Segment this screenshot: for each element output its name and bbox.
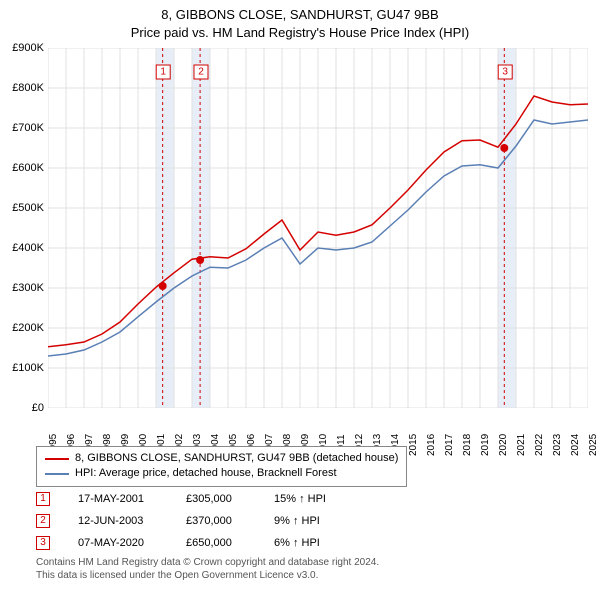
- y-tick-label: £200K: [12, 322, 44, 334]
- sale-price: £305,000: [186, 488, 246, 510]
- y-tick-label: £600K: [12, 162, 44, 174]
- chart-svg: 1 2 3: [48, 48, 588, 408]
- y-tick-label: £800K: [12, 82, 44, 94]
- chart-title: 8, GIBBONS CLOSE, SANDHURST, GU47 9BB Pr…: [0, 0, 600, 42]
- x-tick-label: 2019: [480, 434, 491, 456]
- x-tick-label: 2018: [462, 434, 473, 456]
- sales-row: 3 07-MAY-2020 £650,000 6% ↑ HPI: [36, 532, 344, 554]
- sales-marker-box: 2: [36, 514, 50, 528]
- x-axis-labels: 1995199619971998199920002001200220032004…: [48, 410, 588, 446]
- y-tick-label: £400K: [12, 242, 44, 254]
- sale-dot: [500, 144, 508, 152]
- y-tick-label: £900K: [12, 42, 44, 54]
- x-tick-label: 2024: [570, 434, 581, 456]
- legend-row-property: 8, GIBBONS CLOSE, SANDHURST, GU47 9BB (d…: [45, 451, 398, 466]
- sale-date: 07-MAY-2020: [78, 532, 158, 554]
- sale-band: [156, 48, 174, 408]
- legend-swatch-property: [45, 458, 69, 460]
- x-tick-label: 2016: [426, 434, 437, 456]
- x-tick-label: 2020: [498, 434, 509, 456]
- sale-band: [192, 48, 210, 408]
- chart-container: 8, GIBBONS CLOSE, SANDHURST, GU47 9BB Pr…: [0, 0, 600, 590]
- sales-row: 2 12-JUN-2003 £370,000 9% ↑ HPI: [36, 510, 344, 532]
- footnote-line1: Contains HM Land Registry data © Crown c…: [36, 557, 379, 568]
- legend-row-hpi: HPI: Average price, detached house, Brac…: [45, 466, 398, 481]
- sale-price: £370,000: [186, 510, 246, 532]
- x-tick-label: 2017: [444, 434, 455, 456]
- sales-marker-box: 3: [36, 536, 50, 550]
- sale-band: [498, 48, 516, 408]
- x-tick-label: 2021: [516, 434, 527, 456]
- y-tick-label: £0: [32, 402, 44, 414]
- sale-delta: 6% ↑ HPI: [274, 532, 344, 554]
- x-tick-label: 2023: [552, 434, 563, 456]
- legend-swatch-hpi: [45, 473, 69, 475]
- title-line1: 8, GIBBONS CLOSE, SANDHURST, GU47 9BB: [161, 7, 438, 22]
- legend-label-property: 8, GIBBONS CLOSE, SANDHURST, GU47 9BB (d…: [75, 451, 398, 466]
- x-tick-label: 2015: [408, 434, 419, 456]
- y-tick-label: £500K: [12, 202, 44, 214]
- sale-delta: 15% ↑ HPI: [274, 488, 344, 510]
- y-tick-label: £100K: [12, 362, 44, 374]
- sale-date: 17-MAY-2001: [78, 488, 158, 510]
- x-tick-label: 2025: [588, 434, 599, 456]
- footnote: Contains HM Land Registry data © Crown c…: [36, 556, 379, 582]
- chart-plot-area: 1 2 3: [48, 48, 588, 408]
- footnote-line2: This data is licensed under the Open Gov…: [36, 570, 318, 581]
- sales-table: 1 17-MAY-2001 £305,000 15% ↑ HPI 2 12-JUN-200…: [36, 488, 344, 554]
- sales-row: 1 17-MAY-2001 £305,000 15% ↑ HPI: [36, 488, 344, 510]
- x-tick-label: 2022: [534, 434, 545, 456]
- marker-num: 3: [502, 67, 508, 78]
- sale-dot: [159, 282, 167, 290]
- marker-num: 2: [198, 67, 204, 78]
- sale-price: £650,000: [186, 532, 246, 554]
- y-tick-label: £300K: [12, 282, 44, 294]
- marker-num: 1: [160, 67, 166, 78]
- y-tick-label: £700K: [12, 122, 44, 134]
- legend: 8, GIBBONS CLOSE, SANDHURST, GU47 9BB (d…: [36, 446, 407, 487]
- title-line2: Price paid vs. HM Land Registry's House …: [131, 25, 469, 40]
- y-axis-labels: £0£100K£200K£300K£400K£500K£600K£700K£80…: [0, 48, 46, 408]
- sale-delta: 9% ↑ HPI: [274, 510, 344, 532]
- sale-date: 12-JUN-2003: [78, 510, 158, 532]
- sale-dot: [196, 256, 204, 264]
- legend-label-hpi: HPI: Average price, detached house, Brac…: [75, 466, 337, 481]
- sales-marker-box: 1: [36, 492, 50, 506]
